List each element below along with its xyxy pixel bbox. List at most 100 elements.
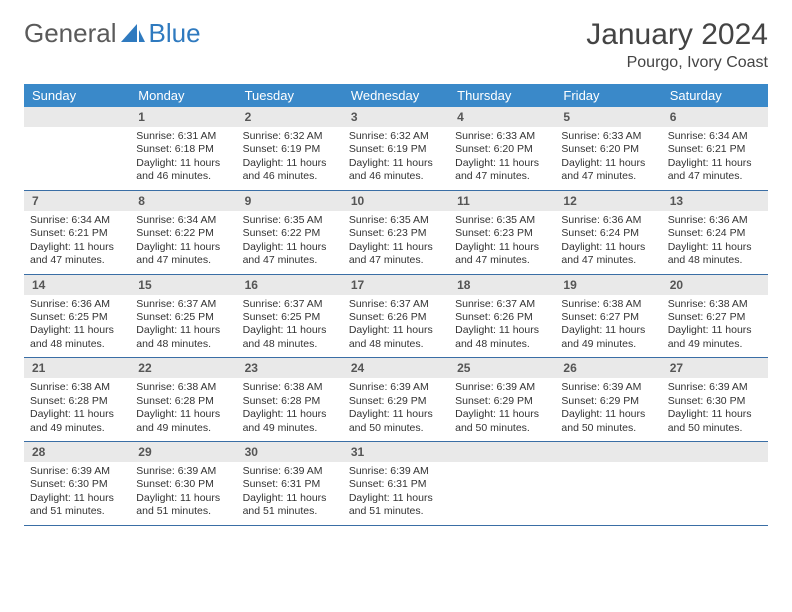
calendar-cell: 18Sunrise: 6:37 AMSunset: 6:26 PMDayligh…: [449, 274, 555, 358]
day-number: 31: [343, 442, 449, 462]
calendar-row: 21Sunrise: 6:38 AMSunset: 6:28 PMDayligh…: [24, 358, 768, 442]
day-details: Sunrise: 6:34 AMSunset: 6:21 PMDaylight:…: [24, 211, 130, 274]
day-details: Sunrise: 6:37 AMSunset: 6:25 PMDaylight:…: [237, 295, 343, 358]
day-number: 21: [24, 358, 130, 378]
day-details: Sunrise: 6:34 AMSunset: 6:21 PMDaylight:…: [662, 127, 768, 190]
day-details: Sunrise: 6:36 AMSunset: 6:24 PMDaylight:…: [662, 211, 768, 274]
weekday-header: Saturday: [662, 84, 768, 107]
calendar-cell: 23Sunrise: 6:38 AMSunset: 6:28 PMDayligh…: [237, 358, 343, 442]
day-details: Sunrise: 6:37 AMSunset: 6:25 PMDaylight:…: [130, 295, 236, 358]
calendar-cell: 11Sunrise: 6:35 AMSunset: 6:23 PMDayligh…: [449, 190, 555, 274]
page-title: January 2024: [586, 18, 768, 52]
day-number: 27: [662, 358, 768, 378]
calendar-cell: 1Sunrise: 6:31 AMSunset: 6:18 PMDaylight…: [130, 107, 236, 190]
day-number: 1: [130, 107, 236, 127]
day-details: Sunrise: 6:33 AMSunset: 6:20 PMDaylight:…: [555, 127, 661, 190]
calendar-row: 28Sunrise: 6:39 AMSunset: 6:30 PMDayligh…: [24, 442, 768, 526]
day-details: Sunrise: 6:36 AMSunset: 6:24 PMDaylight:…: [555, 211, 661, 274]
calendar-cell-empty: [24, 107, 130, 190]
day-details: Sunrise: 6:39 AMSunset: 6:29 PMDaylight:…: [555, 378, 661, 441]
day-details: Sunrise: 6:37 AMSunset: 6:26 PMDaylight:…: [449, 295, 555, 358]
day-number: 4: [449, 107, 555, 127]
calendar-cell: 12Sunrise: 6:36 AMSunset: 6:24 PMDayligh…: [555, 190, 661, 274]
day-number: 20: [662, 275, 768, 295]
calendar-cell: 3Sunrise: 6:32 AMSunset: 6:19 PMDaylight…: [343, 107, 449, 190]
calendar-table: SundayMondayTuesdayWednesdayThursdayFrid…: [24, 84, 768, 526]
logo-sail-icon: [121, 18, 145, 49]
calendar-cell: 6Sunrise: 6:34 AMSunset: 6:21 PMDaylight…: [662, 107, 768, 190]
day-number: 9: [237, 191, 343, 211]
day-details: Sunrise: 6:35 AMSunset: 6:23 PMDaylight:…: [449, 211, 555, 274]
weekday-header: Tuesday: [237, 84, 343, 107]
calendar-cell: 16Sunrise: 6:37 AMSunset: 6:25 PMDayligh…: [237, 274, 343, 358]
calendar-cell: 25Sunrise: 6:39 AMSunset: 6:29 PMDayligh…: [449, 358, 555, 442]
calendar-cell: 22Sunrise: 6:38 AMSunset: 6:28 PMDayligh…: [130, 358, 236, 442]
calendar-row: 1Sunrise: 6:31 AMSunset: 6:18 PMDaylight…: [24, 107, 768, 190]
calendar-header-row: SundayMondayTuesdayWednesdayThursdayFrid…: [24, 84, 768, 107]
logo-text-blue: Blue: [149, 18, 201, 49]
day-number: 10: [343, 191, 449, 211]
calendar-cell: 13Sunrise: 6:36 AMSunset: 6:24 PMDayligh…: [662, 190, 768, 274]
day-details: Sunrise: 6:32 AMSunset: 6:19 PMDaylight:…: [237, 127, 343, 190]
weekday-header: Wednesday: [343, 84, 449, 107]
calendar-row: 14Sunrise: 6:36 AMSunset: 6:25 PMDayligh…: [24, 274, 768, 358]
day-details: Sunrise: 6:39 AMSunset: 6:30 PMDaylight:…: [130, 462, 236, 525]
day-details: Sunrise: 6:35 AMSunset: 6:22 PMDaylight:…: [237, 211, 343, 274]
day-number: 7: [24, 191, 130, 211]
calendar-cell: 20Sunrise: 6:38 AMSunset: 6:27 PMDayligh…: [662, 274, 768, 358]
day-number: 8: [130, 191, 236, 211]
day-number: 16: [237, 275, 343, 295]
day-details: Sunrise: 6:39 AMSunset: 6:29 PMDaylight:…: [343, 378, 449, 441]
day-number: 22: [130, 358, 236, 378]
day-details: Sunrise: 6:39 AMSunset: 6:29 PMDaylight:…: [449, 378, 555, 441]
day-number: 18: [449, 275, 555, 295]
day-number: 11: [449, 191, 555, 211]
day-number: 3: [343, 107, 449, 127]
day-details: Sunrise: 6:32 AMSunset: 6:19 PMDaylight:…: [343, 127, 449, 190]
calendar-cell: 30Sunrise: 6:39 AMSunset: 6:31 PMDayligh…: [237, 442, 343, 526]
day-details: Sunrise: 6:38 AMSunset: 6:28 PMDaylight:…: [24, 378, 130, 441]
day-number: [555, 442, 661, 462]
weekday-header: Monday: [130, 84, 236, 107]
calendar-cell: 2Sunrise: 6:32 AMSunset: 6:19 PMDaylight…: [237, 107, 343, 190]
calendar-cell: 7Sunrise: 6:34 AMSunset: 6:21 PMDaylight…: [24, 190, 130, 274]
day-number: 12: [555, 191, 661, 211]
day-number: 15: [130, 275, 236, 295]
day-details: Sunrise: 6:34 AMSunset: 6:22 PMDaylight:…: [130, 211, 236, 274]
day-details: Sunrise: 6:33 AMSunset: 6:20 PMDaylight:…: [449, 127, 555, 190]
calendar-cell: 24Sunrise: 6:39 AMSunset: 6:29 PMDayligh…: [343, 358, 449, 442]
day-number: [449, 442, 555, 462]
day-number: 23: [237, 358, 343, 378]
day-number: 6: [662, 107, 768, 127]
day-number: 17: [343, 275, 449, 295]
day-details: Sunrise: 6:37 AMSunset: 6:26 PMDaylight:…: [343, 295, 449, 358]
calendar-cell: 29Sunrise: 6:39 AMSunset: 6:30 PMDayligh…: [130, 442, 236, 526]
calendar-cell: 5Sunrise: 6:33 AMSunset: 6:20 PMDaylight…: [555, 107, 661, 190]
day-details: Sunrise: 6:38 AMSunset: 6:27 PMDaylight:…: [662, 295, 768, 358]
day-details: Sunrise: 6:38 AMSunset: 6:28 PMDaylight:…: [130, 378, 236, 441]
logo: General Blue: [24, 18, 201, 49]
calendar-cell: 8Sunrise: 6:34 AMSunset: 6:22 PMDaylight…: [130, 190, 236, 274]
weekday-header: Friday: [555, 84, 661, 107]
calendar-cell: 26Sunrise: 6:39 AMSunset: 6:29 PMDayligh…: [555, 358, 661, 442]
calendar-cell: 10Sunrise: 6:35 AMSunset: 6:23 PMDayligh…: [343, 190, 449, 274]
day-number: 29: [130, 442, 236, 462]
day-number: 19: [555, 275, 661, 295]
calendar-row: 7Sunrise: 6:34 AMSunset: 6:21 PMDaylight…: [24, 190, 768, 274]
calendar-cell-empty: [555, 442, 661, 526]
day-number: 5: [555, 107, 661, 127]
calendar-cell: 4Sunrise: 6:33 AMSunset: 6:20 PMDaylight…: [449, 107, 555, 190]
day-number: 14: [24, 275, 130, 295]
calendar-cell: 9Sunrise: 6:35 AMSunset: 6:22 PMDaylight…: [237, 190, 343, 274]
calendar-cell: 15Sunrise: 6:37 AMSunset: 6:25 PMDayligh…: [130, 274, 236, 358]
day-number: 24: [343, 358, 449, 378]
day-details: Sunrise: 6:31 AMSunset: 6:18 PMDaylight:…: [130, 127, 236, 190]
day-details: Sunrise: 6:39 AMSunset: 6:31 PMDaylight:…: [343, 462, 449, 525]
calendar-cell: 28Sunrise: 6:39 AMSunset: 6:30 PMDayligh…: [24, 442, 130, 526]
title-block: January 2024 Pourgo, Ivory Coast: [586, 18, 768, 72]
day-number: 30: [237, 442, 343, 462]
day-number: 13: [662, 191, 768, 211]
logo-text-general: General: [24, 18, 117, 49]
calendar-cell: 14Sunrise: 6:36 AMSunset: 6:25 PMDayligh…: [24, 274, 130, 358]
day-number: 28: [24, 442, 130, 462]
